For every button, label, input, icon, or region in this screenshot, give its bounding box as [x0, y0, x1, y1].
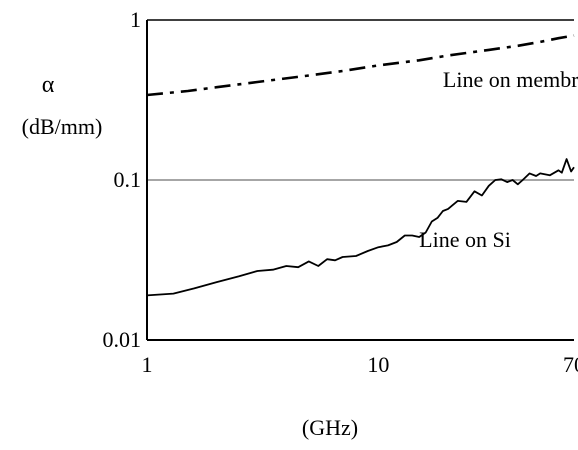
labels-group: α (dB/mm) (GHz) Line on membrane Line on … [22, 67, 578, 440]
y-tick-label-1: 0.1 [114, 167, 142, 192]
x-tick-label-0: 1 [142, 352, 153, 377]
annotation-1: Line on Si [419, 227, 511, 252]
y-axis-unit: (dB/mm) [22, 114, 103, 139]
axes-group: 1 10 70 1 0.1 0.01 [103, 7, 578, 377]
x-tick-label-2: 70 [563, 352, 578, 377]
x-axis-label: (GHz) [302, 415, 358, 440]
y-tick-label-0: 1 [130, 7, 141, 32]
y-tick-label-2: 0.01 [103, 327, 142, 352]
y-axis-label: α [42, 72, 55, 98]
x-tick-label-1: 10 [367, 352, 389, 377]
annotation-0: Line on membrane [443, 67, 578, 92]
